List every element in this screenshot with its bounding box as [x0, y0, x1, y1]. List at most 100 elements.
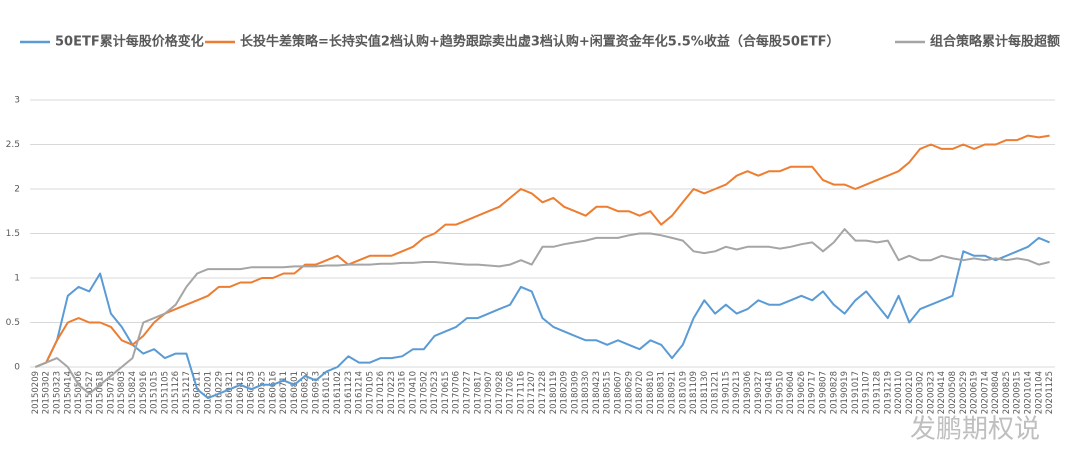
- x-tick-label: 20180309: [570, 371, 580, 414]
- x-tick-label: 20150414: [63, 371, 73, 414]
- x-tick-label: 20201125: [1045, 371, 1055, 414]
- x-tick-label: 20180423: [592, 371, 602, 414]
- x-tick-label: 20180810: [646, 371, 656, 414]
- x-tick-label: 20170502: [419, 371, 429, 414]
- x-tick-label: 20180330: [581, 371, 591, 414]
- x-tick-label: 20151217: [182, 371, 192, 414]
- x-tick-label: 20181019: [678, 371, 688, 414]
- x-tick-label: 20190115: [721, 371, 731, 414]
- x-tick-label: 20150209: [31, 371, 41, 414]
- legend-label: 长投牛差策略=长持实值2档认购+趋势跟踪卖出虚3档认购+闲置资金年化5.5%收益…: [240, 34, 840, 50]
- x-tick-label: 20190418: [765, 371, 775, 414]
- x-tick-label: 20200825: [1002, 371, 1012, 414]
- x-tick-label: 20181130: [700, 371, 710, 414]
- x-tick-label: 20200508: [948, 371, 958, 414]
- x-tick-label: 20200529: [959, 371, 969, 414]
- x-tick-label: 20150824: [128, 371, 138, 414]
- x-tick-label: 20161123: [344, 371, 354, 414]
- x-tick-label: 20151105: [160, 371, 170, 414]
- x-tick-label: 20160201: [204, 371, 214, 414]
- x-tick-label: 20190306: [743, 371, 753, 414]
- x-tick-label: 20171207: [527, 371, 537, 414]
- series-line: [35, 236, 1050, 400]
- x-tick-label: 20181109: [689, 371, 699, 414]
- x-tick-label: 20190604: [786, 371, 796, 414]
- x-tick-label: 20191219: [883, 371, 893, 414]
- x-tick-label: 20191107: [862, 371, 872, 414]
- x-tick-label: 20170316: [398, 371, 408, 414]
- x-tick-label: 20160525: [257, 371, 267, 414]
- y-tick-label: 3: [14, 96, 20, 106]
- x-tick-label: 20161102: [333, 371, 343, 414]
- x-tick-label: 20171116: [516, 371, 526, 414]
- x-tick-label: 20160321: [225, 371, 235, 414]
- x-tick-label: 20191017: [851, 371, 861, 414]
- x-tick-label: 20200110: [894, 371, 904, 414]
- x-tick-label: 20190626: [797, 371, 807, 414]
- x-tick-label: 20180209: [560, 371, 570, 414]
- x-tick-label: 20170907: [484, 371, 494, 414]
- x-tick-label: 20151126: [171, 371, 181, 414]
- x-tick-label: 20180720: [635, 371, 645, 414]
- x-tick-label: 20181221: [711, 371, 721, 414]
- x-tick-label: 20161214: [355, 371, 365, 414]
- x-tick-label: 20160412: [236, 371, 246, 414]
- x-tick-label: 20170727: [462, 371, 472, 414]
- x-tick-label: 20171228: [538, 371, 548, 414]
- x-tick-label: 20150506: [74, 371, 84, 414]
- x-tick-label: 20180119: [549, 371, 559, 414]
- watermark: 发鹏期权说: [910, 415, 1040, 445]
- x-tick-label: 20190828: [829, 371, 839, 414]
- x-tick-label: 20180831: [657, 371, 667, 414]
- x-tick-label: 20190327: [754, 371, 764, 414]
- x-tick-label: 20180629: [624, 371, 634, 414]
- x-tick-label: 20191128: [872, 371, 882, 414]
- x-tick-label: 20160822: [301, 371, 311, 414]
- series-line: [35, 134, 1050, 368]
- x-tick-label: 20200619: [970, 371, 980, 414]
- y-tick-label: 1: [14, 274, 20, 284]
- x-tick-label: 20150803: [117, 371, 127, 414]
- x-tick-label: 20150618: [96, 371, 106, 414]
- x-tick-label: 20200414: [937, 371, 947, 414]
- x-tick-label: 20170706: [452, 371, 462, 414]
- x-tick-label: 20180515: [603, 371, 613, 414]
- x-tick-label: 20150323: [52, 371, 62, 414]
- x-tick-label: 20170928: [495, 371, 505, 414]
- x-tick-label: 20190919: [840, 371, 850, 414]
- x-tick-label: 20150302: [42, 371, 52, 414]
- x-tick-label: 20200323: [926, 371, 936, 414]
- x-tick-label: 20160801: [290, 371, 300, 414]
- x-tick-label: 20201014: [1024, 371, 1034, 414]
- legend-label: 组合策略累计每股超额: [930, 34, 1060, 50]
- x-tick-label: 20160111: [193, 371, 203, 414]
- x-tick-label: 20170410: [409, 371, 419, 414]
- x-tick-label: 20151015: [150, 371, 160, 414]
- y-tick-label: 2: [14, 185, 20, 195]
- x-tick-label: 20160503: [247, 371, 257, 414]
- x-tick-label: 20160616: [268, 371, 278, 414]
- series-line: [35, 228, 1050, 395]
- x-tick-label: 20190213: [732, 371, 742, 414]
- x-tick-label: 20180607: [614, 371, 624, 414]
- x-tick-label: 20190510: [775, 371, 785, 414]
- x-tick-label: 20170126: [376, 371, 386, 414]
- x-tick-label: 20160711: [279, 371, 289, 414]
- x-tick-label: 20190807: [819, 371, 829, 414]
- x-tick-label: 20171026: [506, 371, 516, 414]
- x-tick-label: 20170615: [441, 371, 451, 414]
- x-tick-label: 20170105: [365, 371, 375, 414]
- x-tick-label: 20200302: [916, 371, 926, 414]
- x-tick-label: 20200210: [905, 371, 915, 414]
- x-tick-label: 20160913: [311, 371, 321, 414]
- y-tick-label: 1.5: [6, 229, 20, 239]
- x-tick-label: 20200915: [1013, 371, 1023, 414]
- y-tick-label: 2.5: [6, 140, 20, 150]
- x-tick-label: 20150713: [106, 371, 116, 414]
- y-tick-label: 0: [14, 363, 20, 373]
- x-tick-label: 20180921: [667, 371, 677, 414]
- x-tick-label: 20161013: [322, 371, 332, 414]
- x-tick-label: 20170817: [473, 371, 483, 414]
